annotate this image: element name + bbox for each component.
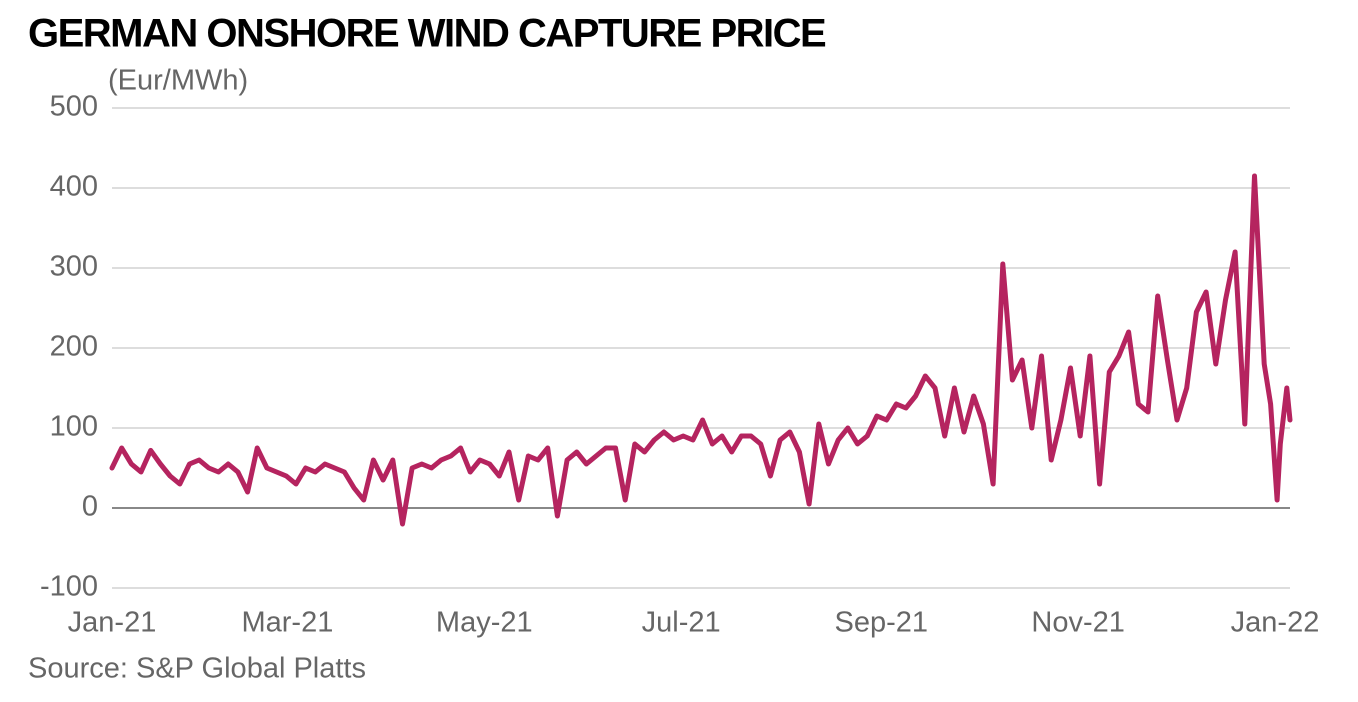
x-tick-label: Jan-22	[1231, 607, 1320, 639]
y-axis-label: (Eur/MWh)	[108, 65, 248, 97]
y-tick-label: 300	[50, 251, 98, 283]
x-tick-label: Mar-21	[241, 607, 333, 639]
y-tick-label: 0	[82, 491, 98, 523]
y-tick-label: -100	[40, 571, 98, 603]
x-tick-label: Jul-21	[642, 607, 721, 639]
y-tick-label: 200	[50, 331, 98, 363]
y-tick-label: 400	[50, 171, 98, 203]
x-tick-label: Sep-21	[834, 607, 928, 639]
source: Source: S&P Global Platts	[28, 653, 366, 685]
data-line	[109, 173, 1293, 527]
x-tick-label: May-21	[436, 607, 533, 639]
x-tick-label: Jan-21	[68, 607, 157, 639]
y-tick-label: 500	[50, 91, 98, 123]
chart-title: GERMAN ONSHORE WIND CAPTURE PRICE	[28, 12, 826, 56]
x-tick-label: Nov-21	[1031, 607, 1125, 639]
y-tick-label: 100	[50, 411, 98, 443]
